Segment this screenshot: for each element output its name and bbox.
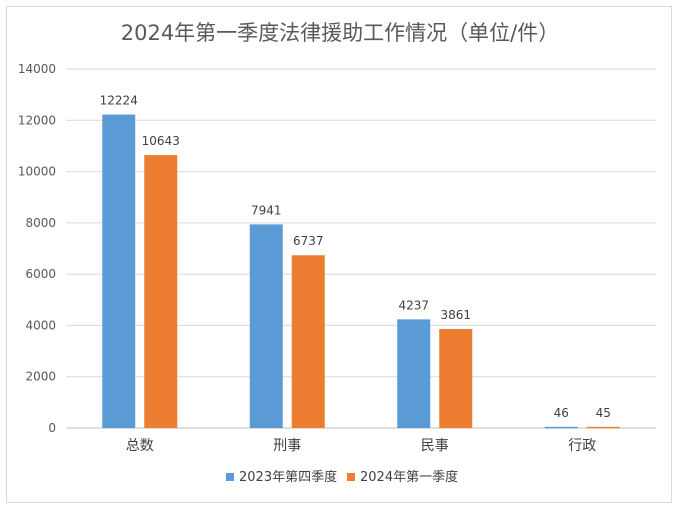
legend: 2023年第四季度 2024年第一季度 <box>226 469 458 485</box>
data-label: 46 <box>554 406 569 420</box>
y-tick-label: 14000 <box>18 62 56 76</box>
bar <box>544 426 578 429</box>
data-label: 10643 <box>142 134 180 148</box>
legend-swatch <box>226 473 234 481</box>
bar <box>439 328 473 428</box>
x-tick-label: 总数 <box>126 438 154 454</box>
y-tick-label: 0 <box>48 421 56 435</box>
bar <box>249 224 283 428</box>
data-label: 7941 <box>251 203 282 217</box>
data-label: 4237 <box>398 298 429 312</box>
bar <box>586 426 620 429</box>
bars <box>102 114 620 429</box>
y-tick-label: 2000 <box>25 370 56 384</box>
x-axis: 总数 刑事 民事 行政 <box>126 438 597 454</box>
chart-title: 2024年第一季度法律援助工作情况（单位/件） <box>121 21 560 45</box>
legend-swatch <box>347 473 355 481</box>
bar <box>291 255 325 428</box>
data-labels: 12224 10643 7941 6737 4237 3861 46 45 <box>100 94 611 420</box>
bar <box>397 319 431 428</box>
y-tick-label: 6000 <box>25 267 56 281</box>
y-tick-label: 4000 <box>25 318 56 332</box>
x-tick-label: 行政 <box>568 438 596 454</box>
y-tick-label: 8000 <box>25 216 56 230</box>
y-tick-label: 12000 <box>18 113 56 127</box>
data-label: 12224 <box>100 94 138 108</box>
x-tick-label: 民事 <box>421 438 449 454</box>
bar <box>102 114 136 428</box>
x-tick-label: 刑事 <box>273 438 301 454</box>
y-tick-label: 10000 <box>18 165 56 179</box>
legend-label: 2023年第四季度 <box>239 469 337 485</box>
data-label: 45 <box>596 406 611 420</box>
bar <box>144 155 178 428</box>
data-label: 3861 <box>440 308 471 322</box>
data-label: 6737 <box>293 234 324 248</box>
y-axis: 0 2000 4000 6000 8000 10000 12000 14000 <box>18 62 56 435</box>
legend-label: 2024年第一季度 <box>360 469 458 485</box>
